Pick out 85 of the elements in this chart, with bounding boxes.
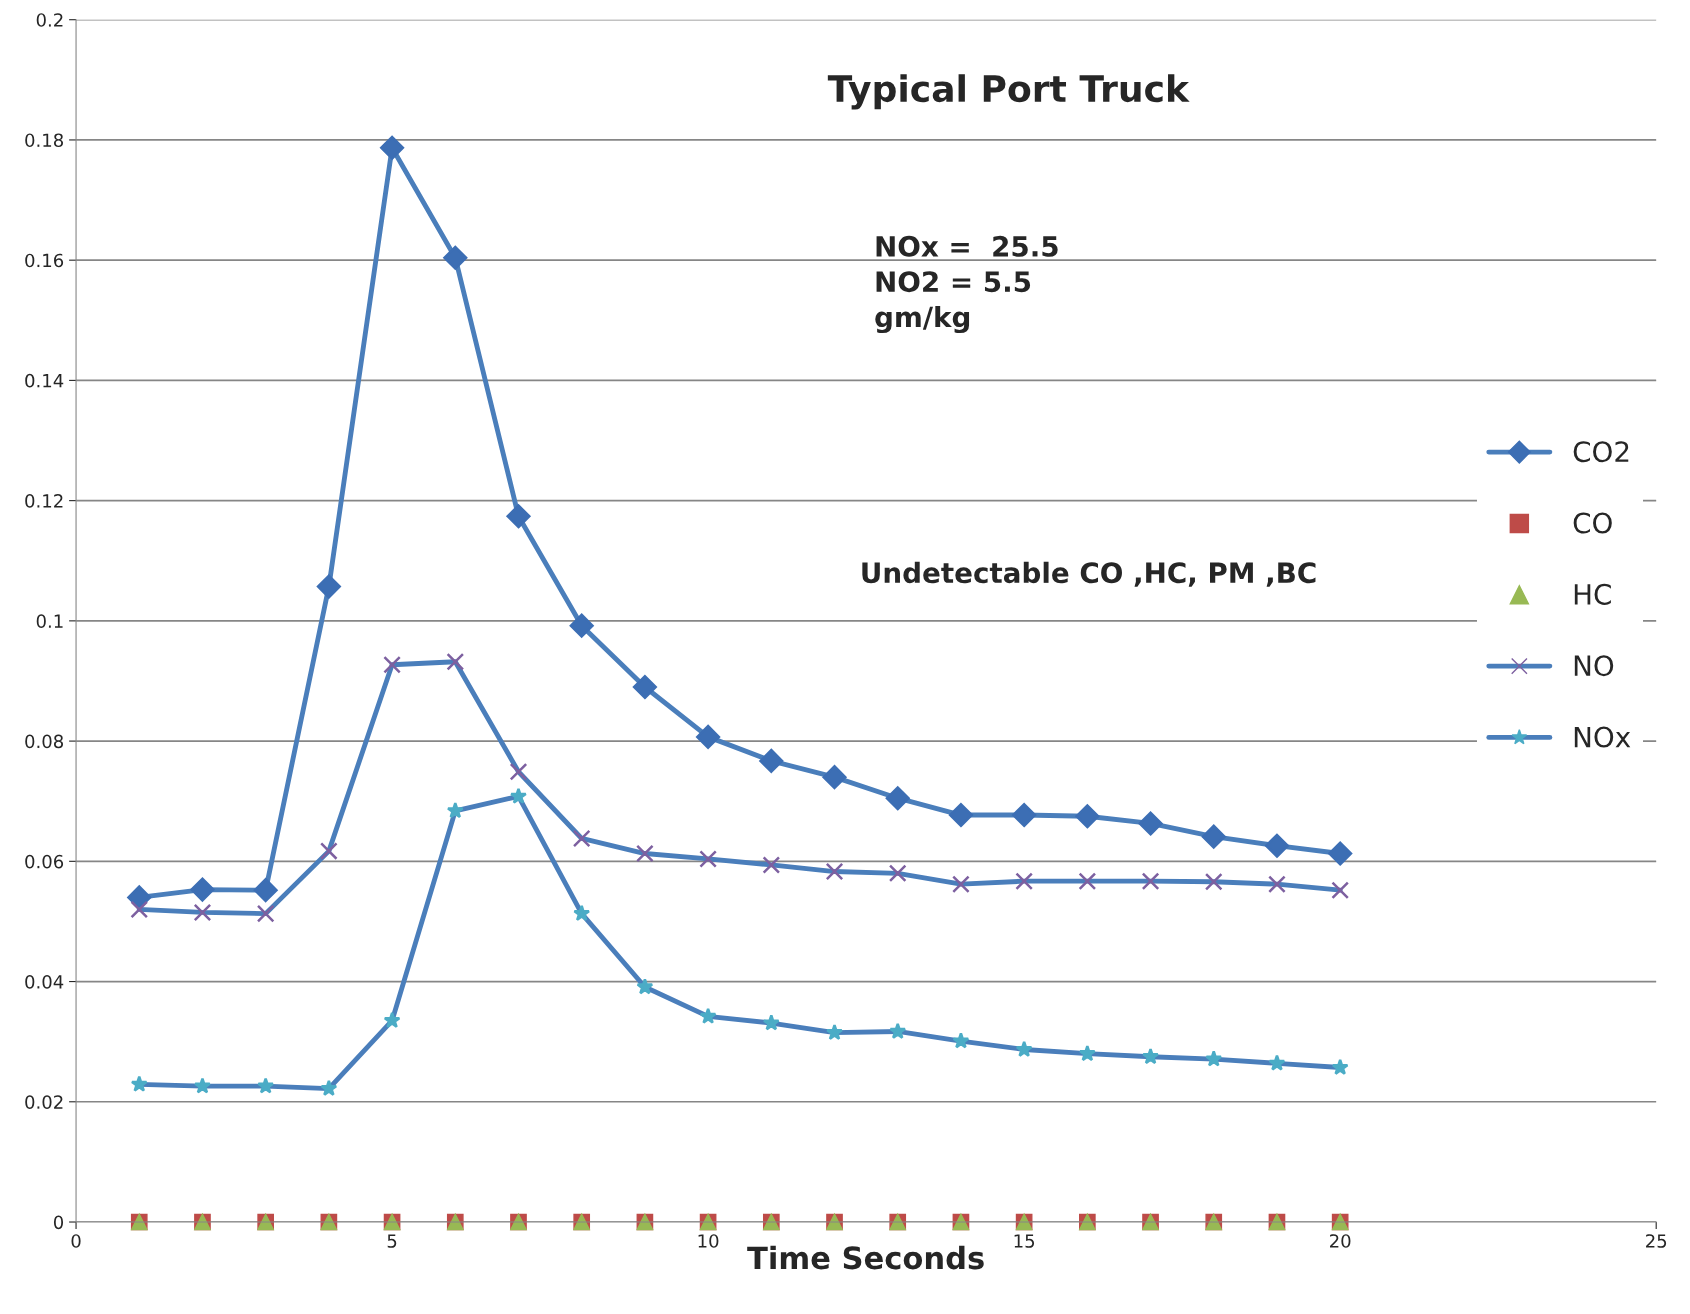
y-tick-label: 0.18 — [25, 133, 64, 148]
point — [762, 856, 781, 874]
point — [636, 844, 654, 863]
point — [1015, 1040, 1033, 1057]
point — [573, 904, 591, 922]
point — [889, 1022, 907, 1039]
point — [1078, 872, 1097, 891]
point — [826, 1023, 844, 1041]
point — [888, 864, 907, 883]
point — [952, 1032, 970, 1049]
point — [1204, 872, 1223, 891]
point — [825, 862, 844, 881]
point — [1201, 824, 1226, 849]
y-tick-label: 0.1 — [36, 614, 63, 628]
point — [1012, 802, 1037, 828]
point — [1015, 872, 1034, 891]
y-tick-label: 0.14 — [25, 373, 64, 388]
point — [1205, 1050, 1223, 1067]
legend-label: HC — [1574, 583, 1611, 605]
x-tick-label: 20 — [1330, 1234, 1351, 1248]
y-tick-label: 0.16 — [25, 253, 64, 268]
point — [380, 135, 405, 160]
point — [1331, 1058, 1349, 1075]
point — [885, 786, 910, 811]
x-axis-title: Time Seconds — [747, 1245, 984, 1270]
point — [130, 1075, 148, 1092]
x-tick-label: 10 — [698, 1234, 719, 1248]
point — [319, 842, 338, 860]
x-tick-label: 0 — [71, 1234, 81, 1248]
legend-label: NO — [1574, 655, 1614, 677]
point — [1331, 881, 1350, 900]
y-tick-label: 0.06 — [25, 854, 64, 869]
point — [636, 978, 654, 995]
point — [822, 765, 847, 790]
x-tick-label: 5 — [387, 1234, 397, 1248]
point — [569, 613, 594, 638]
point — [256, 904, 275, 923]
point — [1141, 872, 1160, 891]
point — [1075, 804, 1100, 829]
x-tick-label: 25 — [1646, 1234, 1667, 1248]
point — [509, 787, 528, 804]
y-tick-label: 0.02 — [25, 1095, 63, 1109]
point — [383, 655, 401, 674]
y-tick-label: 0.2 — [36, 13, 63, 27]
point — [316, 574, 341, 599]
y-tick-label: 0.04 — [25, 975, 64, 989]
point — [759, 748, 784, 773]
point — [1268, 1054, 1286, 1071]
legend-label: CO2 — [1573, 441, 1629, 463]
point — [1268, 875, 1286, 894]
point — [190, 877, 215, 902]
y-tick-label: 0.08 — [25, 734, 64, 749]
point — [632, 674, 657, 700]
point — [257, 1077, 275, 1094]
point — [446, 652, 465, 671]
point — [509, 762, 528, 781]
y-tick-label: 0 — [53, 1215, 64, 1230]
point — [1078, 1044, 1096, 1062]
point — [130, 900, 149, 919]
legend-label: NOx — [1574, 726, 1631, 748]
point — [952, 875, 970, 894]
text: Typical Port Truck — [827, 74, 1190, 110]
y-tick-label: 0.12 — [25, 494, 63, 508]
point — [193, 903, 212, 922]
point — [193, 1077, 211, 1094]
x-tick-label: 15 — [1014, 1234, 1035, 1248]
point — [699, 850, 717, 868]
point — [383, 1011, 401, 1029]
annotation: Undetectable CO ,HC, PM ,BC — [862, 561, 1316, 587]
point — [253, 878, 278, 903]
point — [762, 1014, 780, 1031]
point — [948, 802, 973, 828]
point — [320, 1079, 338, 1096]
point — [1264, 833, 1290, 858]
point — [1142, 1047, 1160, 1065]
point — [506, 504, 531, 529]
annotation: NOx = 25.5 NO2 = 5.5 gm/kg — [875, 235, 1058, 334]
point — [446, 801, 464, 819]
point — [443, 245, 468, 270]
point — [696, 724, 721, 749]
point — [1138, 811, 1163, 836]
point — [1328, 841, 1353, 866]
point — [572, 829, 591, 848]
legend-label: CO — [1573, 512, 1612, 534]
point — [699, 1007, 717, 1024]
